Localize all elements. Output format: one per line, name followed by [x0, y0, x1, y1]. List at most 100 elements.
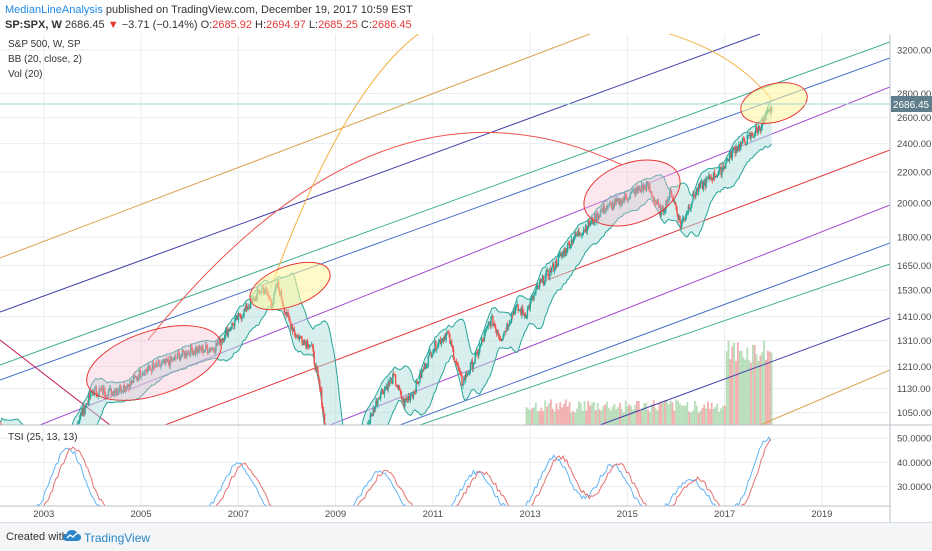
volume-bar: [581, 410, 584, 425]
candle-body: [723, 166, 725, 168]
tradingview-brand[interactable]: TradingView: [84, 531, 151, 545]
candle-body: [292, 329, 295, 332]
candle-body: [426, 365, 429, 366]
tsi-axis[interactable]: 30.0000 40.0000 50.0000: [897, 434, 931, 493]
candle-body: [319, 381, 321, 389]
volume-bar: [665, 401, 668, 425]
candle-body: [581, 234, 583, 236]
volume-bar: [542, 411, 545, 425]
candle-body: [132, 380, 134, 383]
candle-body: [639, 188, 642, 192]
candle-body: [719, 166, 721, 169]
candle-body: [296, 335, 299, 336]
candle-body: [31, 465, 32, 470]
legend-tsi[interactable]: TSI (25, 13, 13): [8, 432, 77, 443]
candle-body: [200, 348, 202, 351]
legend-vol[interactable]: Vol (20): [8, 69, 42, 80]
candle-body: [327, 438, 328, 446]
candle-body: [714, 176, 717, 178]
candle-body: [545, 271, 547, 276]
candle-body: [438, 340, 441, 342]
candle-body: [478, 351, 480, 356]
chart-area[interactable]: 1050.00 1130.00 1210.00 1310.00 1410.00 1530.…: [0, 34, 932, 522]
candle-body: [303, 340, 305, 345]
candle-body: [705, 177, 707, 187]
candle-body: [668, 190, 671, 200]
candle-body: [144, 369, 146, 376]
candle-body: [744, 142, 747, 146]
candle-body: [201, 346, 203, 351]
candle-body: [564, 248, 566, 256]
candle-body: [666, 200, 668, 206]
candle-body: [469, 363, 472, 371]
candle-body: [166, 359, 169, 362]
candle-body: [44, 468, 45, 472]
candle-body: [750, 133, 752, 139]
candle-body: [543, 282, 546, 285]
candle-body: [661, 206, 663, 210]
volume-bar: [686, 401, 689, 425]
candle-body: [388, 381, 390, 384]
candle-body: [676, 209, 678, 215]
candle-body: [232, 323, 234, 325]
tradingview-cloud-icon: [63, 530, 81, 541]
legend-bb[interactable]: BB (20, close, 2): [8, 54, 82, 65]
candle-body: [387, 381, 389, 391]
symbol-label: SP:SPX, W: [5, 19, 62, 31]
candle-body: [664, 209, 666, 211]
candle-body: [611, 202, 614, 210]
tsi-pane[interactable]: [0, 435, 772, 518]
price-axis[interactable]: 1050.00 1130.00 1210.00 1310.00 1410.00 1530.…: [897, 46, 931, 420]
candle-body: [77, 422, 80, 424]
candle-body: [446, 331, 448, 334]
candle-body: [568, 243, 571, 249]
candle-body: [645, 183, 647, 191]
candle-body: [651, 192, 653, 198]
candle-body: [678, 215, 680, 220]
price-tick-label: 1210.00: [897, 362, 931, 373]
volume-bar: [622, 412, 625, 425]
candle-body: [429, 352, 431, 354]
candle-body: [698, 183, 701, 189]
candle-body: [310, 344, 313, 346]
candle-body: [405, 398, 407, 400]
candle-body: [701, 182, 704, 189]
candle-body: [317, 369, 319, 377]
candle-body: [248, 307, 250, 309]
volume-bar: [592, 401, 595, 425]
candle-body: [226, 329, 228, 337]
candle-body: [112, 391, 114, 396]
candle-body: [506, 323, 508, 332]
candle-body: [541, 275, 544, 280]
candle-body: [604, 211, 606, 213]
volume-bar: [594, 410, 597, 425]
time-axis[interactable]: 2003 2005 2007 2009 2011 2013 2015 2017 2019: [33, 509, 832, 520]
candle-body: [424, 363, 427, 369]
candle-body: [465, 373, 468, 376]
candle-body: [284, 312, 286, 314]
candle-body: [352, 483, 353, 493]
candle-body: [473, 362, 475, 364]
candle-body: [193, 351, 196, 354]
author-link[interactable]: MedianLineAnalysis: [5, 4, 103, 16]
volume-bar: [742, 357, 745, 425]
candle-body: [439, 340, 442, 345]
candle-body: [511, 314, 514, 316]
candle-body: [537, 285, 539, 287]
volume-bar: [533, 407, 535, 425]
price-tick-label: 2400.00: [897, 139, 931, 150]
chart-header: MedianLineAnalysis published on TradingV…: [0, 0, 932, 34]
close-value: 2686.45: [371, 19, 412, 31]
candle-body: [680, 221, 682, 228]
candle-body: [399, 390, 401, 391]
candle-body: [732, 147, 734, 152]
candle-body: [307, 341, 309, 348]
volume-bar: [572, 410, 575, 425]
candle-body: [580, 234, 582, 236]
price-pane[interactable]: [0, 34, 890, 522]
candle-body: [758, 125, 761, 129]
volume-bar: [643, 403, 646, 425]
candle-body: [594, 213, 596, 223]
candle-body: [520, 309, 522, 315]
volume-bar: [731, 346, 734, 425]
